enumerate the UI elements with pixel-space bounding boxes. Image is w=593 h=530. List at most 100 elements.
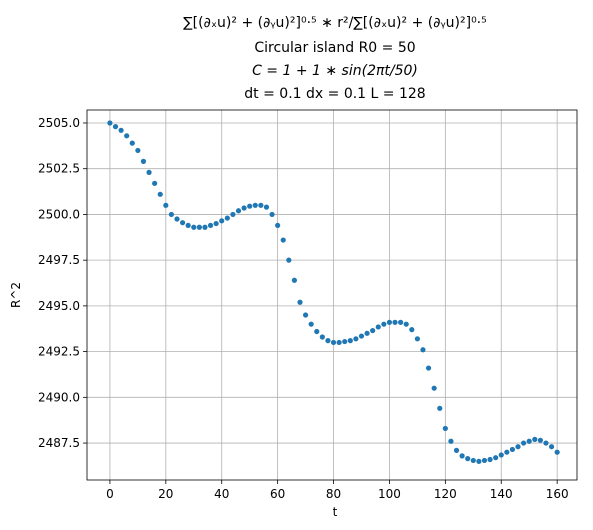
plot-frame: [86, 109, 578, 481]
point: [392, 319, 398, 325]
point: [498, 452, 504, 458]
point: [168, 211, 175, 218]
point: [420, 347, 426, 353]
point: [196, 224, 202, 230]
point: [431, 385, 437, 391]
point: [179, 220, 186, 226]
point: [297, 299, 303, 305]
point: [330, 339, 337, 346]
point: [515, 444, 521, 450]
point: [258, 202, 264, 208]
y-tick-label: 2492.5: [38, 345, 80, 359]
point: [224, 215, 230, 221]
point: [381, 321, 387, 327]
point: [230, 211, 236, 218]
point: [398, 319, 404, 325]
point: [437, 405, 443, 411]
x-tick-label: 80: [326, 487, 341, 501]
point: [414, 336, 420, 342]
x-tick-label: 120: [434, 487, 457, 501]
point: [269, 211, 275, 218]
point: [207, 222, 214, 229]
point: [247, 203, 253, 209]
point: [319, 334, 325, 340]
point: [375, 324, 381, 330]
point: [135, 147, 141, 154]
point: [459, 453, 465, 459]
y-tick-label: 2490.0: [38, 390, 80, 404]
chart-title: Circular island R0 = 50: [254, 40, 415, 56]
y-tick-label: 2500.0: [38, 207, 80, 221]
point: [409, 327, 415, 333]
point: [358, 333, 365, 339]
point: [263, 204, 270, 210]
point: [442, 425, 448, 432]
x-axis-label: t: [333, 505, 338, 519]
point: [425, 365, 432, 371]
y-tick-label: 2495.0: [38, 299, 80, 313]
x-tick-label: 0: [106, 487, 114, 501]
point: [509, 446, 516, 453]
point: [487, 456, 493, 463]
point: [241, 205, 247, 211]
y-axis-label: R^2: [9, 282, 23, 308]
y-tick-label: 2487.5: [38, 436, 80, 450]
point: [146, 169, 152, 175]
point: [252, 202, 258, 208]
point: [403, 321, 409, 327]
point: [336, 339, 342, 346]
point: [532, 436, 538, 442]
point: [364, 330, 370, 336]
point: [118, 127, 124, 133]
point: [291, 277, 298, 283]
point: [448, 438, 454, 444]
point: [521, 440, 527, 446]
y-tick-label: 2497.5: [38, 253, 80, 267]
point: [124, 133, 130, 139]
chart-title: C = 1 + 1 ∗ sin(2πt/50): [252, 63, 418, 79]
point: [302, 312, 309, 318]
point: [185, 222, 191, 229]
point: [219, 218, 225, 224]
point: [481, 457, 488, 464]
point: [353, 336, 359, 342]
y-tick-label: 2502.5: [38, 162, 80, 176]
x-tick-label: 160: [546, 487, 569, 501]
point: [280, 237, 286, 243]
point: [286, 257, 292, 263]
chart-title: dt = 0.1 dx = 0.1 L = 128: [244, 86, 425, 102]
point: [112, 124, 119, 130]
point: [129, 140, 135, 146]
point: [470, 457, 476, 464]
point: [548, 444, 555, 450]
point: [543, 440, 549, 446]
point: [213, 220, 219, 227]
point: [386, 319, 393, 325]
point: [157, 191, 163, 197]
point: [107, 120, 113, 126]
chart-title: ∑[(∂ₓu)² + (∂ᵧu)²]⁰·⁵ ∗ r²/∑[(∂ₓu)² + (∂…: [183, 15, 487, 31]
x-tick-label: 140: [490, 487, 513, 501]
point: [275, 222, 281, 229]
point: [191, 224, 197, 230]
point: [554, 449, 560, 455]
point: [347, 338, 353, 344]
point: [308, 321, 314, 327]
point: [537, 437, 543, 443]
point: [370, 327, 376, 334]
point: [465, 456, 471, 462]
point: [493, 455, 499, 461]
point: [526, 438, 532, 444]
point: [140, 158, 147, 164]
point: [163, 202, 169, 208]
point: [235, 208, 242, 214]
point: [453, 447, 460, 453]
point: [325, 338, 331, 344]
point: [174, 216, 180, 222]
point: [314, 328, 320, 335]
x-tick-label: 60: [270, 487, 285, 501]
x-tick-label: 40: [214, 487, 229, 501]
x-tick-label: 100: [378, 487, 401, 501]
point: [202, 224, 208, 230]
